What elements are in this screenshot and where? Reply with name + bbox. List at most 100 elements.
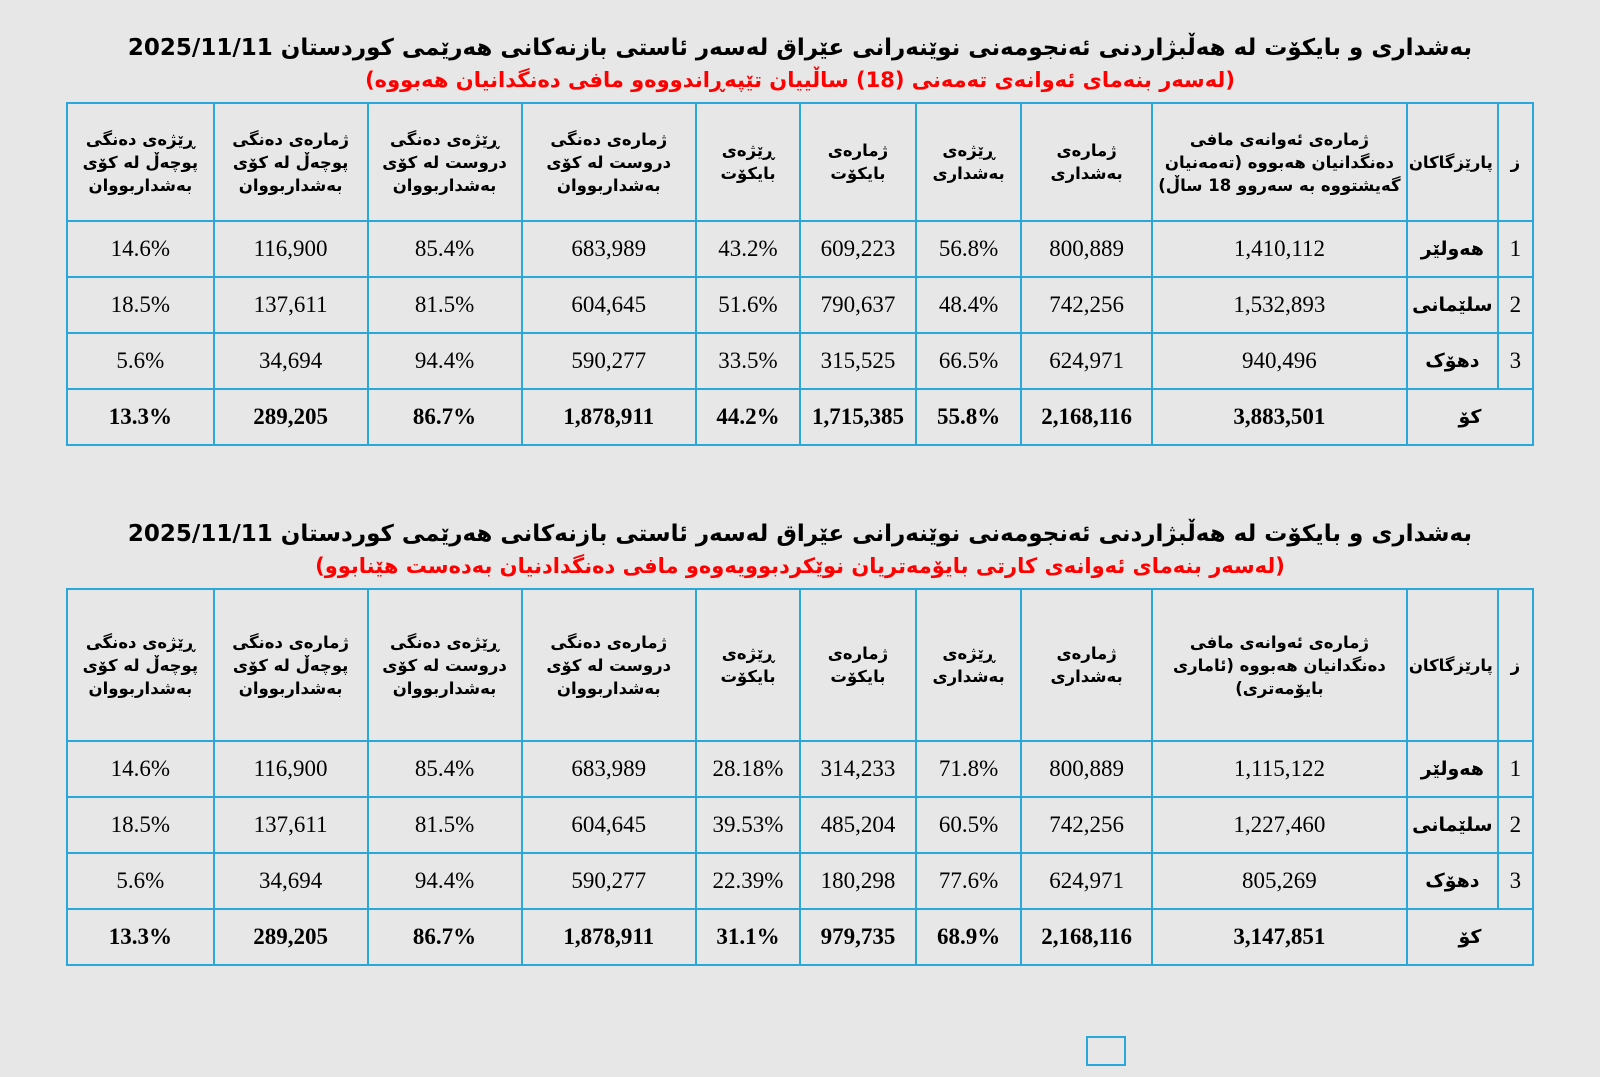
cell-valid-votes-rate: 85.4% bbox=[366, 220, 523, 279]
cell-governorate: سلێمانی bbox=[1405, 796, 1499, 855]
cell-eligible-voters-total: 3,147,851 bbox=[1150, 908, 1408, 967]
cell-total-label: کۆ bbox=[1405, 908, 1535, 967]
cell-participation-rate-total: 68.9% bbox=[914, 908, 1023, 967]
header-valid-votes-rate: ڕێژەی دەنگی دروست لە کۆی بەشداربووان bbox=[366, 588, 523, 743]
page: بەشداری و بایکۆت له هەڵبژاردنی ئەنجومەنی… bbox=[66, 34, 1535, 967]
cell-valid-votes-count-total: 1,878,911 bbox=[520, 388, 697, 447]
cell-participation-rate: 60.5% bbox=[914, 796, 1023, 855]
header-governorates: پارێزگاکان bbox=[1405, 102, 1499, 223]
cell-invalid-votes-count: 137,611 bbox=[212, 796, 369, 855]
cell-valid-votes-rate: 85.4% bbox=[366, 740, 523, 799]
header-boycott-count: ژمارەی بایکۆت bbox=[799, 588, 917, 743]
cell-participation-count: 624,971 bbox=[1020, 332, 1153, 391]
header-participation-rate: ڕێژەی بەشداری bbox=[914, 588, 1023, 743]
cell-governorate: دهۆک bbox=[1405, 332, 1499, 391]
cell-boycott-count: 790,637 bbox=[799, 276, 917, 335]
cell-eligible-voters: 1,410,112 bbox=[1150, 220, 1408, 279]
cell-boycott-rate: 28.18% bbox=[694, 740, 802, 799]
cell-boycott-count: 314,233 bbox=[799, 740, 917, 799]
cell-invalid-votes-rate: 5.6% bbox=[66, 852, 215, 911]
table-row-sulaymaniyah: 2 سلێمانی 1,532,893 742,256 48.4% 790,63… bbox=[66, 276, 1535, 335]
cell-boycott-count-total: 979,735 bbox=[799, 908, 917, 967]
header-invalid-votes-rate: ڕێژەی دەنگی پوچەڵ لە کۆی بەشداربووان bbox=[66, 102, 215, 223]
cell-participation-count: 742,256 bbox=[1020, 796, 1153, 855]
cell-participation-count: 742,256 bbox=[1020, 276, 1153, 335]
cell-participation-rate: 56.8% bbox=[914, 220, 1023, 279]
cell-valid-votes-count: 590,277 bbox=[520, 852, 697, 911]
cell-governorate: هەولێر bbox=[1405, 740, 1499, 799]
header-participation-rate: ڕێژەی بەشداری bbox=[914, 102, 1023, 223]
table-row-duhok: 3 دهۆک 940,496 624,971 66.5% 315,525 33.… bbox=[66, 332, 1535, 391]
cell-boycott-count: 609,223 bbox=[799, 220, 917, 279]
cell-eligible-voters: 1,227,460 bbox=[1150, 796, 1408, 855]
cell-eligible-voters: 805,269 bbox=[1150, 852, 1408, 911]
cell-boycott-rate: 33.5% bbox=[694, 332, 802, 391]
cell-invalid-votes-count: 34,694 bbox=[212, 852, 369, 911]
cell-invalid-votes-count: 137,611 bbox=[212, 276, 369, 335]
cell-boycott-count-total: 1,715,385 bbox=[799, 388, 917, 447]
header-participation-count: ژمارەی بەشداری bbox=[1020, 588, 1153, 743]
cell-boycott-rate: 43.2% bbox=[694, 220, 802, 279]
cell-boycott-rate: 51.6% bbox=[694, 276, 802, 335]
cell-participation-count: 800,889 bbox=[1020, 740, 1153, 799]
cell-valid-votes-rate: 81.5% bbox=[366, 796, 523, 855]
cell-governorate: دهۆک bbox=[1405, 852, 1499, 911]
cell-participation-rate: 66.5% bbox=[914, 332, 1023, 391]
cell-valid-votes-rate-total: 86.7% bbox=[366, 388, 523, 447]
table-row-duhok: 3 دهۆک 805,269 624,971 77.6% 180,298 22.… bbox=[66, 852, 1535, 911]
results-table-age-based: ز پارێزگاکان ژمارەی ئەوانەی مافی دەنگدان… bbox=[66, 102, 1535, 447]
header-index: ز bbox=[1496, 588, 1535, 743]
cell-index: 1 bbox=[1496, 740, 1535, 799]
cell-invalid-votes-count: 34,694 bbox=[212, 332, 369, 391]
table-row-sulaymaniyah: 2 سلێمانی 1,227,460 742,256 60.5% 485,20… bbox=[66, 796, 1535, 855]
section-title: بەشداری و بایکۆت له هەڵبژاردنی ئەنجومەنی… bbox=[127, 35, 1473, 61]
cell-governorate: سلێمانی bbox=[1405, 276, 1499, 335]
cell-index: 3 bbox=[1496, 852, 1535, 911]
stray-selection-box bbox=[1086, 1036, 1126, 1066]
cell-boycott-rate-total: 44.2% bbox=[694, 388, 802, 447]
cell-valid-votes-rate: 94.4% bbox=[366, 332, 523, 391]
section-title: بەشداری و بایکۆت له هەڵبژاردنی ئەنجومەنی… bbox=[127, 521, 1473, 548]
header-eligible-voters: ژمارەی ئەوانەی مافی دەنگدانیان هەبووە (ت… bbox=[1150, 102, 1408, 223]
cell-eligible-voters-total: 3,883,501 bbox=[1150, 388, 1408, 447]
cell-participation-count: 624,971 bbox=[1020, 852, 1153, 911]
header-eligible-voters-biometric: ژمارەی ئەوانەی مافی دەنگدانیان هەبووە (ئ… bbox=[1150, 588, 1408, 743]
cell-invalid-votes-rate-total: 13.3% bbox=[66, 908, 215, 967]
cell-participation-count-total: 2,168,116 bbox=[1020, 388, 1153, 447]
results-table-biometric-based: ز پارێزگاکان ژمارەی ئەوانەی مافی دەنگدان… bbox=[66, 588, 1535, 967]
header-boycott-count: ژمارەی بایکۆت bbox=[799, 102, 917, 223]
cell-participation-rate-total: 55.8% bbox=[914, 388, 1023, 447]
cell-participation-count-total: 2,168,116 bbox=[1020, 908, 1153, 967]
header-invalid-votes-rate: ڕێژەی دەنگی پوچەڵ لە کۆی بەشداربووان bbox=[66, 588, 215, 743]
cell-valid-votes-rate: 81.5% bbox=[366, 276, 523, 335]
cell-invalid-votes-rate: 14.6% bbox=[66, 220, 215, 279]
cell-boycott-count: 180,298 bbox=[799, 852, 917, 911]
cell-index: 2 bbox=[1496, 276, 1535, 335]
cell-valid-votes-count: 683,989 bbox=[520, 220, 697, 279]
cell-invalid-votes-rate: 18.5% bbox=[66, 796, 215, 855]
cell-participation-count: 800,889 bbox=[1020, 220, 1153, 279]
cell-invalid-votes-count: 116,900 bbox=[212, 740, 369, 799]
header-boycott-rate: ڕێژەی بایکۆت bbox=[694, 102, 802, 223]
report-section-age-based: بەشداری و بایکۆت له هەڵبژاردنی ئەنجومەنی… bbox=[66, 34, 1535, 447]
header-row: ز پارێزگاکان ژمارەی ئەوانەی مافی دەنگدان… bbox=[66, 588, 1535, 743]
cell-valid-votes-count: 683,989 bbox=[520, 740, 697, 799]
header-valid-votes-count: ژمارەی دەنگی دروست لە کۆی بەشداربووان bbox=[520, 102, 697, 223]
header-row: ز پارێزگاکان ژمارەی ئەوانەی مافی دەنگدان… bbox=[66, 102, 1535, 223]
cell-valid-votes-count: 590,277 bbox=[520, 332, 697, 391]
cell-eligible-voters: 1,532,893 bbox=[1150, 276, 1408, 335]
cell-invalid-votes-rate-total: 13.3% bbox=[66, 388, 215, 447]
section-subtitle: (لەسەر بنەمای ئەوانەی تەمەنی (18) ساڵییا… bbox=[365, 67, 1235, 92]
cell-valid-votes-rate: 94.4% bbox=[366, 852, 523, 911]
header-governorates: پارێزگاکان bbox=[1405, 588, 1499, 743]
total-row: کۆ 3,883,501 2,168,116 55.8% 1,715,385 4… bbox=[66, 388, 1535, 447]
cell-governorate: هەولێر bbox=[1405, 220, 1499, 279]
cell-index: 3 bbox=[1496, 332, 1535, 391]
cell-invalid-votes-rate: 14.6% bbox=[66, 740, 215, 799]
cell-invalid-votes-count-total: 289,205 bbox=[212, 388, 369, 447]
cell-boycott-rate: 39.53% bbox=[694, 796, 802, 855]
cell-invalid-votes-rate: 18.5% bbox=[66, 276, 215, 335]
cell-valid-votes-count: 604,645 bbox=[520, 276, 697, 335]
cell-boycott-rate-total: 31.1% bbox=[694, 908, 802, 967]
header-invalid-votes-count: ژمارەی دەنگی پوچەڵ لە کۆی بەشداربووان bbox=[212, 102, 369, 223]
